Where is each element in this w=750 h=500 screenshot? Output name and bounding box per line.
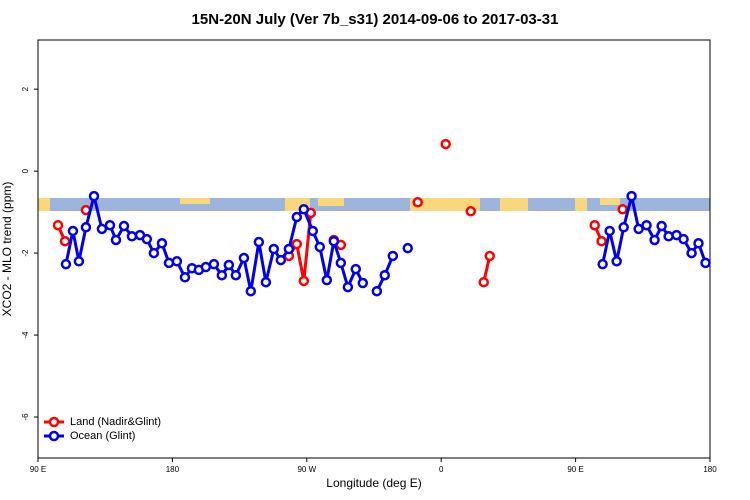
- data-point: [597, 258, 608, 270]
- data-point: [148, 247, 160, 259]
- land-patch: [180, 198, 210, 204]
- land-patch: [500, 198, 528, 211]
- y-tick-label: 2: [21, 86, 30, 91]
- data-point: [52, 219, 64, 231]
- data-point: [387, 250, 399, 262]
- data-point: [126, 231, 138, 242]
- data-point: [59, 235, 71, 247]
- y-tick-label: -4: [21, 331, 30, 339]
- data-point: [626, 190, 637, 202]
- data-point: [440, 138, 451, 150]
- x-tick-label: 90 E: [30, 465, 46, 474]
- data-point: [118, 220, 130, 232]
- data-point: [596, 235, 607, 247]
- data-point: [663, 231, 674, 242]
- data-point: [656, 220, 667, 232]
- data-point: [611, 256, 622, 267]
- x-tick-label: 180: [703, 465, 717, 474]
- data-point: [275, 254, 287, 266]
- data-point: [641, 219, 652, 231]
- data-point: [179, 272, 191, 283]
- data-point: [291, 211, 303, 223]
- data-point: [335, 257, 347, 269]
- y-tick-label: 0: [21, 168, 30, 173]
- data-point: [604, 225, 615, 237]
- data-point: [260, 276, 272, 288]
- land-patch: [38, 198, 50, 211]
- y-tick-label: -6: [21, 413, 30, 421]
- data-point: [73, 256, 85, 267]
- data-point: [208, 258, 220, 270]
- x-tick-label: 90 E: [567, 465, 583, 474]
- chart-title: 15N-20N July (Ver 7b_s31) 2014-09-06 to …: [192, 11, 559, 28]
- data-point: [350, 263, 362, 275]
- legend-label: Ocean (Glint): [70, 430, 135, 442]
- land-mask: [38, 198, 710, 211]
- y-axis-label: XCO2 - MLO trend (ppm): [0, 182, 14, 317]
- data-point: [342, 281, 354, 293]
- data-point: [96, 223, 108, 235]
- data-point: [484, 250, 495, 262]
- data-point: [412, 197, 424, 208]
- data-point: [60, 258, 72, 270]
- data-point: [171, 256, 183, 267]
- data-point: [223, 259, 235, 271]
- data-point: [245, 285, 257, 297]
- data-point: [465, 206, 477, 217]
- data-point: [693, 238, 704, 249]
- land-patch: [575, 198, 587, 211]
- data-point: [200, 261, 212, 273]
- data-point: [633, 223, 644, 235]
- data-point: [110, 234, 122, 246]
- data-point: [104, 219, 116, 231]
- plot-frame: [37, 39, 711, 459]
- data-point: [321, 274, 333, 286]
- legend-label: Land (Nadir&Glint): [70, 416, 161, 428]
- data-point: [402, 242, 413, 254]
- data-point: [230, 269, 242, 281]
- data-point: [314, 241, 326, 253]
- data-point: [283, 243, 295, 255]
- data-point: [328, 235, 340, 247]
- data-point: [589, 219, 600, 231]
- data-point: [371, 285, 383, 297]
- land-patch: [410, 198, 480, 211]
- x-tick-label: 180: [166, 465, 180, 474]
- data-point: [700, 257, 711, 269]
- data-point: [291, 238, 303, 250]
- data-point: [268, 243, 280, 255]
- land-patch: [600, 198, 620, 205]
- land-patch: [318, 198, 344, 206]
- x-tick-label: 90 W: [297, 465, 316, 474]
- x-axis-label: Longitude (deg E): [326, 476, 421, 490]
- data-point: [67, 225, 79, 237]
- data-point: [678, 233, 689, 245]
- data-point: [298, 203, 310, 215]
- x-tick-label: 0: [439, 465, 444, 474]
- data-point: [253, 236, 265, 248]
- data-point: [307, 225, 319, 237]
- y-tick-label: -2: [21, 249, 30, 257]
- legend-marker: [48, 416, 60, 428]
- data-point: [238, 252, 250, 264]
- data-point: [141, 233, 153, 245]
- data-point: [80, 222, 92, 233]
- data-point: [357, 277, 369, 289]
- legend-marker: [48, 430, 60, 442]
- data-point: [686, 247, 697, 259]
- data-point: [156, 238, 168, 249]
- data-point: [618, 222, 629, 233]
- data-point: [478, 276, 490, 288]
- data-point: [88, 190, 100, 202]
- data-point: [379, 269, 391, 281]
- data-point: [649, 234, 660, 246]
- data-point: [216, 269, 228, 281]
- data-point: [298, 275, 310, 287]
- data-point: [617, 203, 628, 215]
